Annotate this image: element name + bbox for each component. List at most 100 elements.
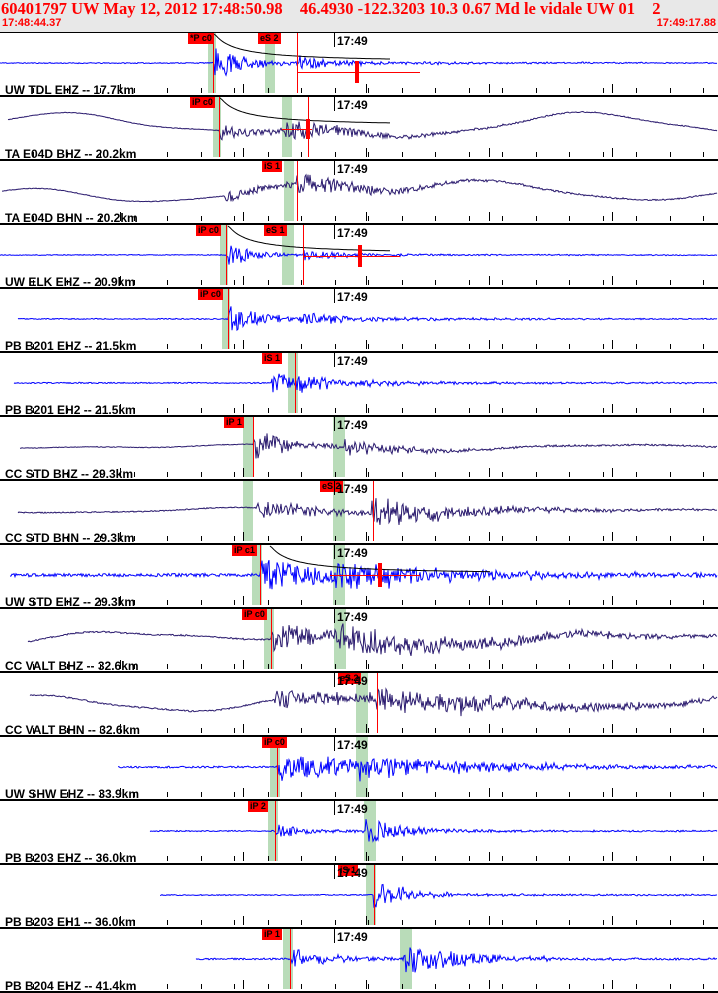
time-axis-ticks xyxy=(0,916,718,925)
pick-line[interactable] xyxy=(213,33,214,93)
channel-label: TA E04D BHN -- 20.2km xyxy=(5,211,138,225)
waveform-trace xyxy=(13,373,718,393)
trace-plot-area[interactable]: iP c0 17:49 xyxy=(0,97,718,157)
trace-row[interactable]: *P c0 eS 2 17:49 UW TDL EHZ -- 17.7km xyxy=(0,33,718,97)
coda-baseline xyxy=(303,256,400,257)
trace-row[interactable]: iP c0 17:49 UW SHW EHZ -- 33.9km xyxy=(0,737,718,801)
pick-highlight-band xyxy=(356,673,368,733)
pick-line[interactable] xyxy=(297,161,298,221)
channel-label: CC VALT BHN -- 32.6km xyxy=(5,723,140,737)
trace-row[interactable]: iP c1 17:49 UW STD EHZ -- 29.3km xyxy=(0,545,718,609)
trace-plot-area[interactable]: iP c0 eS 1 17:49 xyxy=(0,225,718,285)
pick-line[interactable] xyxy=(374,865,375,925)
pick-highlight-band xyxy=(243,481,253,541)
trace-plot-area[interactable]: iP c0 17:49 xyxy=(0,289,718,349)
pick-line[interactable] xyxy=(377,673,378,733)
pick-label[interactable]: iS 1 xyxy=(262,353,283,364)
pick-line[interactable] xyxy=(253,417,254,477)
trace-row[interactable]: iP c0 17:49 CC VALT BHZ -- 32.6km xyxy=(0,609,718,673)
trace-row[interactable]: iP c0 17:49 PB B201 EHZ -- 21.5km xyxy=(0,289,718,353)
pick-highlight-band xyxy=(264,609,274,669)
event-header: 60401797 UW May 12, 2012 17:48:50.98 46.… xyxy=(0,0,718,29)
pick-line[interactable] xyxy=(295,353,296,413)
pick-line[interactable] xyxy=(271,609,272,669)
window-start-time: 17:48:44.37 xyxy=(2,17,62,29)
pick-label[interactable]: eS 1 xyxy=(264,225,287,236)
trace-plot-area[interactable]: *P c0 eS 2 17:49 xyxy=(0,33,718,93)
minute-tick xyxy=(334,97,335,111)
pick-line[interactable] xyxy=(303,225,304,285)
minute-tick xyxy=(334,609,335,623)
trace-row[interactable]: iS 1 17:49 TA E04D BHN -- 20.2km xyxy=(0,161,718,225)
trace-row[interactable]: iS 1 17:49 PB B203 EH1 -- 36.0km xyxy=(0,865,718,929)
pick-line[interactable] xyxy=(297,33,298,93)
pick-label[interactable]: iS 1 xyxy=(262,161,283,172)
pick-label[interactable]: iP 1 xyxy=(224,417,244,428)
minute-tick xyxy=(334,161,335,175)
pick-label[interactable]: iP c1 xyxy=(232,545,257,556)
pick-highlight-band xyxy=(284,161,294,221)
trace-row[interactable]: iP c0 17:49 TA E04D BHZ -- 20.2km xyxy=(0,97,718,161)
trace-plot-area[interactable]: iS 1 17:49 xyxy=(0,161,718,221)
pick-line[interactable] xyxy=(219,97,220,157)
pick-label[interactable]: iP 2 xyxy=(248,801,268,812)
minute-time-label: 17:49 xyxy=(337,98,368,112)
trace-plot-area[interactable]: iP c0 17:49 xyxy=(0,737,718,797)
minute-time-label: 17:49 xyxy=(337,290,368,304)
minute-tick xyxy=(334,417,335,431)
channel-label: CC STD BHZ -- 29.3km xyxy=(5,467,134,481)
pick-label[interactable]: iP c0 xyxy=(196,225,221,236)
waveform-trace xyxy=(117,756,718,782)
waveform-trace xyxy=(19,433,718,459)
trace-plot-area[interactable]: iS 1 17:49 xyxy=(0,353,718,413)
trace-plot-area[interactable]: eS 2 17:49 xyxy=(0,673,718,733)
time-axis-ticks xyxy=(0,788,718,797)
pick-label[interactable]: iP 1 xyxy=(262,929,282,940)
minute-tick xyxy=(334,481,335,495)
pick-label[interactable]: eS 2 xyxy=(338,673,361,684)
channel-label: UW SHW EHZ -- 33.9km xyxy=(5,787,140,801)
pick-highlight-band xyxy=(213,97,221,157)
trace-row[interactable]: eS 2 17:49 CC STD BHN -- 29.3km xyxy=(0,481,718,545)
trace-plot-area[interactable]: iS 1 17:49 xyxy=(0,865,718,925)
pick-label[interactable]: eS 2 xyxy=(258,33,281,44)
minute-tick xyxy=(334,801,335,815)
trace-stack[interactable]: *P c0 eS 2 17:49 UW TDL EHZ -- 17.7km iP c0 1… xyxy=(0,32,718,993)
event-analyst: le vidale xyxy=(523,0,583,18)
trace-plot-area[interactable]: iP c1 17:49 xyxy=(0,545,718,605)
pick-label[interactable]: iP c0 xyxy=(242,609,267,620)
waveform-trace xyxy=(27,623,718,657)
waveform-trace xyxy=(149,819,718,843)
minute-tick xyxy=(334,929,335,943)
pick-line[interactable] xyxy=(226,225,227,285)
time-axis-ticks xyxy=(0,660,718,669)
time-axis-ticks xyxy=(0,212,718,221)
pick-line[interactable] xyxy=(277,737,278,797)
pick-label[interactable]: iS 1 xyxy=(338,865,359,876)
trace-plot-area[interactable]: iP c0 17:49 xyxy=(0,609,718,669)
coda-baseline xyxy=(330,575,420,576)
coda-baseline xyxy=(297,72,420,73)
pick-label[interactable]: iP c0 xyxy=(190,97,215,108)
trace-plot-area[interactable]: eS 2 17:49 xyxy=(0,481,718,541)
trace-row[interactable]: iP 1 17:49 PB B204 EHZ -- 41.4km xyxy=(0,929,718,993)
pick-line[interactable] xyxy=(373,481,374,541)
pick-label[interactable]: *P c0 xyxy=(188,33,214,44)
trace-plot-area[interactable]: iP 1 17:49 xyxy=(0,417,718,477)
pick-label[interactable]: eS 2 xyxy=(320,481,343,492)
minute-time-label: 17:49 xyxy=(337,866,368,880)
trace-row[interactable]: iP 1 17:49 CC STD BHZ -- 29.3km xyxy=(0,417,718,481)
trace-row[interactable]: iP 2 17:49 PB B203 EHZ -- 36.0km xyxy=(0,801,718,865)
pick-line[interactable] xyxy=(275,801,276,861)
trace-plot-area[interactable]: iP 2 17:49 xyxy=(0,801,718,861)
pick-label[interactable]: iP c0 xyxy=(262,737,287,748)
trace-row[interactable]: iS 1 17:49 PB B201 EH2 -- 21.5km xyxy=(0,353,718,417)
channel-label: UW STD EHZ -- 29.3km xyxy=(5,595,136,609)
pick-line[interactable] xyxy=(228,289,229,349)
channel-label: TA E04D BHZ -- 20.2km xyxy=(5,147,137,161)
pick-label[interactable]: iP c0 xyxy=(198,289,223,300)
trace-row[interactable]: eS 2 17:49 CC VALT BHN -- 32.6km xyxy=(0,673,718,737)
minute-time-label: 17:49 xyxy=(337,674,368,688)
trace-row[interactable]: iP c0 eS 1 17:49 UW ELK EHZ -- 20.9km xyxy=(0,225,718,289)
pick-line[interactable] xyxy=(260,545,261,605)
